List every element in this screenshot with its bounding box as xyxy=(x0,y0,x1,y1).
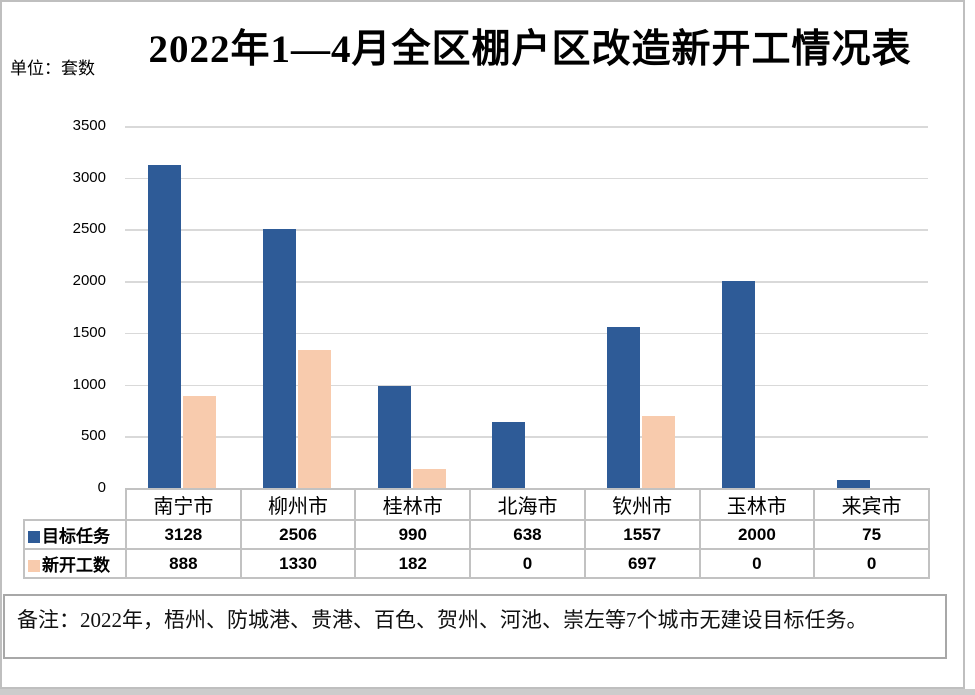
value-cell-目标任务-南宁市: 3128 xyxy=(125,519,242,550)
value-cell-目标任务-玉林市: 2000 xyxy=(698,519,816,550)
gridline-3000 xyxy=(125,177,928,180)
目标任务-bar-北海市 xyxy=(492,422,526,488)
category-cell-柳州市: 柳州市 xyxy=(239,488,357,521)
y-tick-label-500: 500 xyxy=(80,427,106,445)
bar-group-来宾市 xyxy=(813,126,928,488)
目标任务-bar-来宾市 xyxy=(836,480,870,488)
value-cell-新开工数-来宾市: 0 xyxy=(813,548,930,579)
plot-area xyxy=(125,126,928,488)
value-cell-目标任务-来宾市: 75 xyxy=(813,519,930,550)
data-table: 南宁市 柳州市 桂林市 北海市 钦州市 玉林市 来宾市 目标任务 3128 2506 990 638 1… xyxy=(23,488,930,579)
chart-title: 2022年1—4月全区棚户区改造新开工情况表 xyxy=(148,28,912,71)
gridline-2000 xyxy=(125,281,928,283)
legend-cell-目标任务: 目标任务 xyxy=(23,519,127,550)
category-cell-北海市: 北海市 xyxy=(469,488,586,521)
gridline-2500 xyxy=(125,229,928,231)
目标任务-bar-柳州市 xyxy=(263,228,297,488)
新开工数-bar-南宁市 xyxy=(183,396,217,488)
value-cell-新开工数-北海市: 0 xyxy=(469,548,586,579)
value-cell-新开工数-桂林市: 182 xyxy=(354,548,472,579)
bar-group-钦州市 xyxy=(584,126,699,488)
新开工数-bar-柳州市 xyxy=(298,350,332,488)
legend-swatch-新开工数 xyxy=(28,560,40,572)
y-tick-label-1500: 1500 xyxy=(72,323,106,341)
category-cell-钦州市: 钦州市 xyxy=(583,488,701,521)
value-cell-新开工数-南宁市: 888 xyxy=(125,548,242,579)
value-cell-目标任务-钦州市: 1557 xyxy=(583,519,701,550)
y-tick-label-1000: 1000 xyxy=(72,375,106,393)
value-cell-目标任务-北海市: 638 xyxy=(469,519,586,550)
gridline-1500 xyxy=(125,332,928,335)
目标任务-bar-南宁市 xyxy=(148,164,182,488)
value-cell-新开工数-钦州市: 697 xyxy=(583,548,701,579)
y-tick-label-2500: 2500 xyxy=(72,220,106,238)
目标任务-bar-玉林市 xyxy=(721,281,755,488)
y-tick-label-3500: 3500 xyxy=(72,117,106,134)
bar-group-柳州市 xyxy=(240,126,355,488)
value-cell-新开工数-柳州市: 1330 xyxy=(239,548,357,579)
category-cell-南宁市: 南宁市 xyxy=(125,488,242,521)
目标任务-bar-钦州市 xyxy=(607,327,641,488)
bar-group-南宁市 xyxy=(125,126,240,488)
category-cell-桂林市: 桂林市 xyxy=(354,488,472,521)
value-cell-目标任务-桂林市: 990 xyxy=(354,519,472,550)
note-text: 备注：2022年，梧州、防城港、贵港、百色、贺州、河池、崇左等7个城市无建设目标… xyxy=(17,608,868,632)
gridline-3500 xyxy=(125,126,928,128)
category-cell-玉林市: 玉林市 xyxy=(698,488,816,521)
legend-cell-新开工数: 新开工数 xyxy=(23,548,127,579)
新开工数-bar-钦州市 xyxy=(642,415,676,488)
table-corner-cell xyxy=(24,489,126,520)
新开工数-bar-桂林市 xyxy=(412,469,446,488)
category-cell-来宾市: 来宾市 xyxy=(813,488,930,521)
y-tick-label-0: 0 xyxy=(97,479,106,496)
gridline-500 xyxy=(125,436,928,438)
legend-swatch-目标任务 xyxy=(28,531,40,543)
note-box: 备注：2022年，梧州、防城港、贵港、百色、贺州、河池、崇左等7个城市无建设目标… xyxy=(3,594,947,659)
bar-group-北海市 xyxy=(469,126,584,488)
gridline-1000 xyxy=(125,384,928,387)
bar-group-玉林市 xyxy=(699,126,814,488)
value-cell-目标任务-柳州市: 2506 xyxy=(239,519,357,550)
目标任务-bar-桂林市 xyxy=(377,385,411,488)
y-tick-label-2000: 2000 xyxy=(72,272,106,290)
unit-label: 单位：套数 xyxy=(10,59,95,78)
bar-group-桂林市 xyxy=(354,126,469,488)
bottom-shadow-strip xyxy=(0,689,975,695)
y-tick-label-3000: 3000 xyxy=(72,168,106,186)
value-cell-新开工数-玉林市: 0 xyxy=(698,548,816,579)
